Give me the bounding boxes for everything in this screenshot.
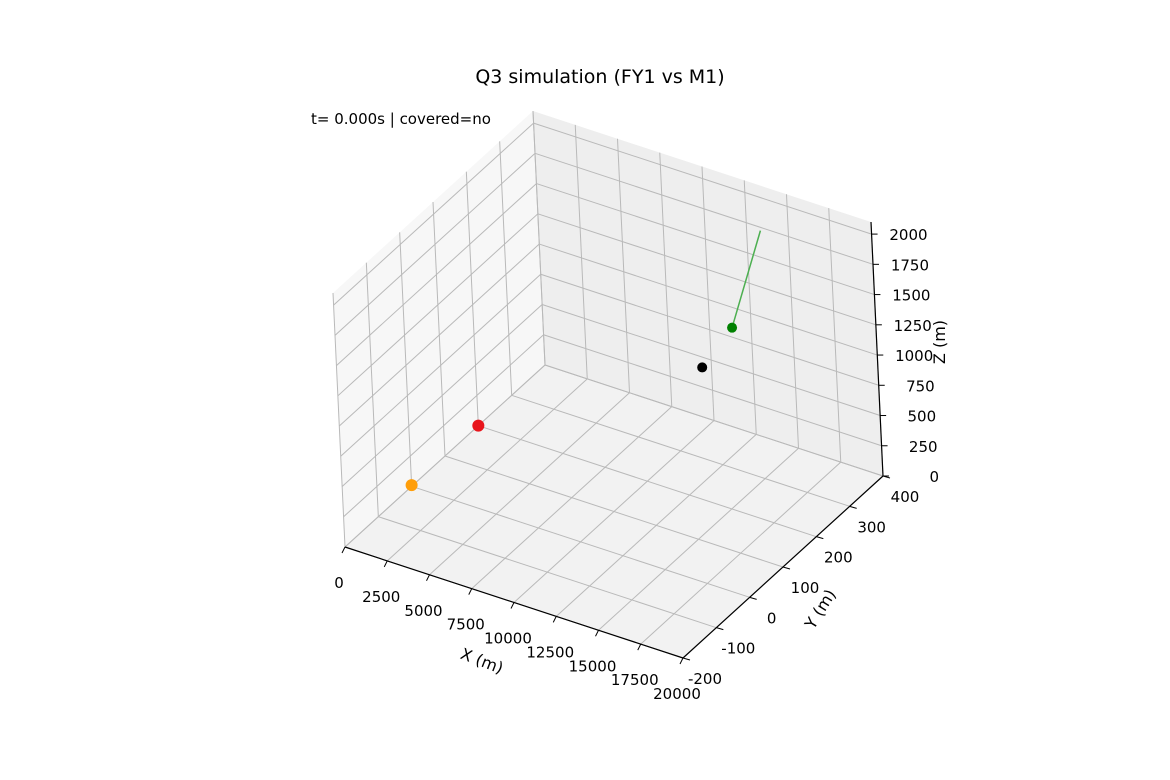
- grid-line: [534, 152, 874, 265]
- z-tick-label: 0: [929, 468, 939, 486]
- y-tick-mark: [749, 596, 757, 600]
- y-tick-label: 400: [891, 488, 920, 506]
- grid-line: [337, 213, 539, 397]
- y-tick-mark: [816, 536, 824, 540]
- data-marks: [405, 230, 762, 492]
- z-tick-label: 500: [908, 408, 937, 426]
- axis-panes: [333, 111, 883, 658]
- grid-line: [344, 364, 546, 548]
- grid-line: [536, 183, 875, 296]
- grid-line: [333, 122, 534, 306]
- y-tick-label: 300: [857, 518, 886, 536]
- grid-line: [334, 152, 536, 336]
- z-tick-label: 1500: [892, 287, 930, 305]
- grid-line: [543, 334, 882, 447]
- y-tick-label: 200: [824, 549, 853, 567]
- y-tick-mark: [849, 505, 857, 509]
- x-tick-label: 5000: [404, 602, 442, 620]
- y-tick-label: -100: [721, 640, 755, 658]
- z-ticks: 0 250 500 750 1000 1250 1500 1750 2000: [871, 226, 939, 486]
- z-tick-label: 2000: [889, 226, 927, 244]
- x-tick-label: 17500: [611, 671, 659, 689]
- z-tick-label: 1250: [894, 317, 932, 335]
- z-tick-label: 1750: [891, 256, 929, 274]
- grid-line: [341, 304, 543, 487]
- y-tick-label: 100: [791, 579, 820, 597]
- x-tick-label: 7500: [447, 616, 485, 634]
- grid-line: [378, 516, 717, 629]
- grid-line: [541, 304, 881, 416]
- chart-title: Q3 simulation (FY1 vs M1): [475, 66, 724, 88]
- x-tick-mark: [679, 657, 684, 665]
- grid-line: [539, 243, 878, 356]
- data-point: [405, 479, 418, 492]
- x-tick-mark: [341, 546, 346, 554]
- y-tick-mark: [716, 627, 724, 631]
- x-tick-label: 20000: [653, 685, 701, 703]
- x-tick-mark: [637, 643, 642, 651]
- grid-line: [537, 213, 877, 326]
- z-axis-label: Z (m): [930, 320, 949, 364]
- x-tick-mark: [510, 602, 515, 609]
- data-point: [472, 419, 485, 432]
- x-tick-label: 0: [334, 574, 344, 592]
- y-tick-mark: [682, 657, 691, 661]
- grid-line: [411, 485, 750, 598]
- y-tick-label: -200: [688, 670, 722, 688]
- z-tick-label: 750: [906, 377, 935, 395]
- x-tick-label: 15000: [569, 657, 617, 675]
- grid-line: [533, 122, 872, 235]
- x-tick-mark: [595, 630, 599, 637]
- grid-line: [544, 364, 884, 477]
- x-tick-mark: [426, 574, 430, 581]
- x-tick-mark: [552, 616, 557, 623]
- trajectory-line: [731, 230, 762, 328]
- x-tick-mark: [468, 588, 473, 595]
- y-tick-mark: [782, 566, 791, 570]
- z-tick-label: 1000: [895, 347, 933, 365]
- z-tick-label: 250: [909, 438, 938, 456]
- grid-line: [511, 394, 850, 507]
- data-point: [727, 322, 738, 333]
- grid-line: [338, 243, 540, 427]
- x-tick-label: 12500: [526, 643, 574, 661]
- grid-line: [540, 273, 879, 386]
- grid-line: [336, 183, 537, 366]
- y-tick-label: 0: [767, 609, 777, 627]
- x-axis-label: X (m): [458, 644, 506, 678]
- grid-line: [444, 455, 784, 568]
- data-point: [697, 362, 708, 373]
- x-tick-label: 2500: [362, 588, 400, 606]
- grid-line: [340, 273, 542, 457]
- x-tick-mark: [383, 560, 388, 568]
- status-text: t= 0.000s | covered=no: [311, 110, 491, 128]
- x-tick-label: 10000: [484, 630, 532, 648]
- grid-line: [478, 425, 817, 538]
- grid-line: [343, 334, 544, 518]
